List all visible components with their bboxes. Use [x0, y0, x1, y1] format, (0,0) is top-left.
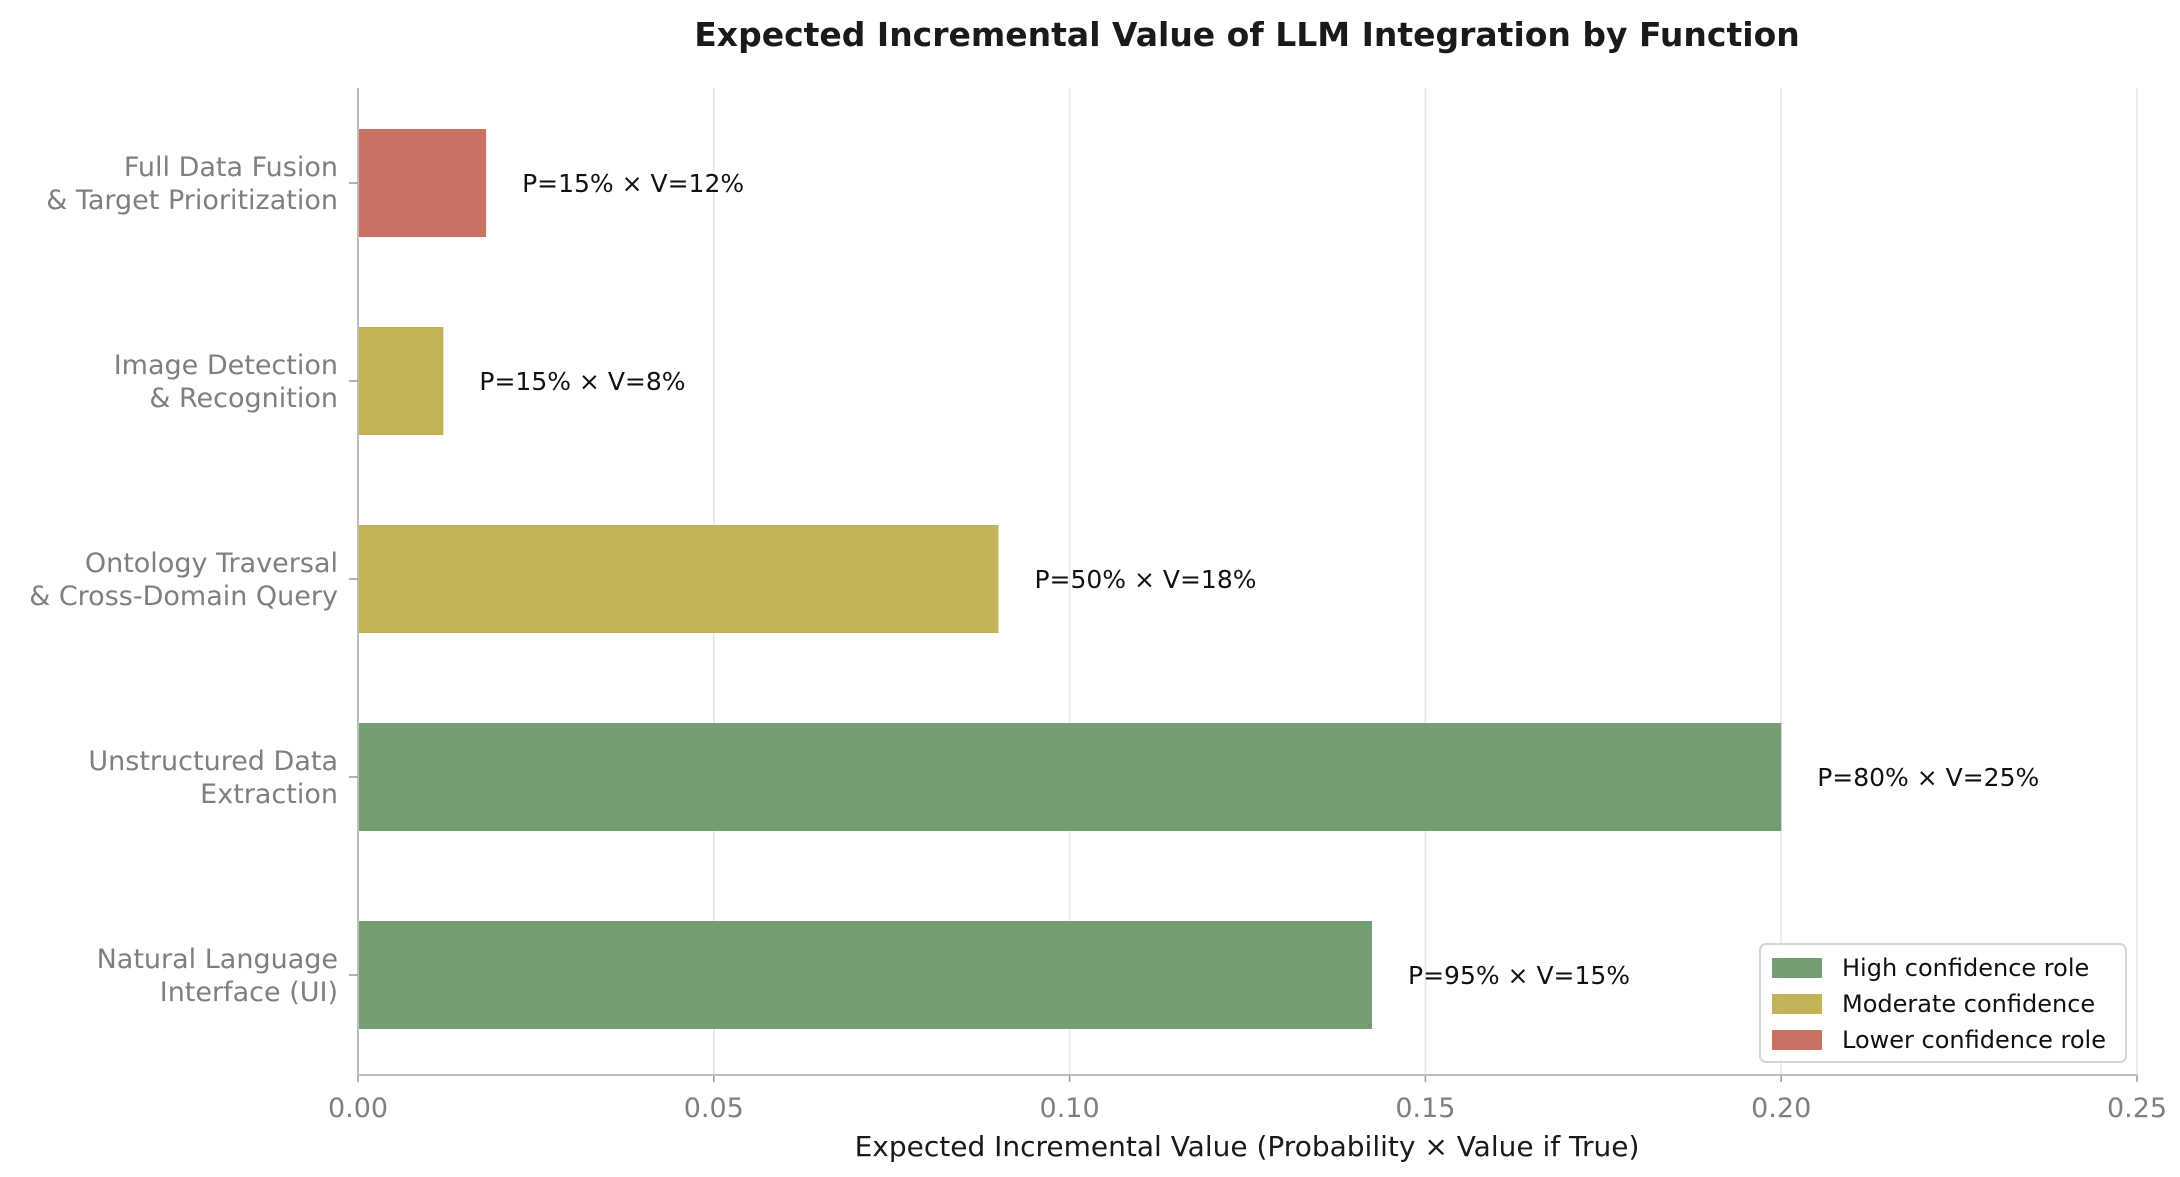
- x-tick-label: 0.00: [328, 1093, 388, 1124]
- legend-swatch: [1772, 958, 1822, 978]
- bars: [358, 129, 1782, 1029]
- data-label: P=80% × V=25%: [1817, 763, 2039, 792]
- legend-label: High confidence role: [1842, 954, 2089, 982]
- legend: High confidence role Moderate confidence L…: [1759, 943, 2127, 1063]
- data-label: P=95% × V=15%: [1408, 961, 1630, 990]
- legend-label: Lower confidence role: [1842, 1026, 2106, 1054]
- category-label: Ontology Traversal & Cross-Domain Query: [29, 548, 338, 612]
- category-label: Full Data Fusion & Target Prioritization: [46, 152, 338, 216]
- bar: [358, 921, 1373, 1029]
- legend-swatch: [1772, 1030, 1822, 1050]
- data-label: P=15% × V=12%: [522, 169, 744, 198]
- chart-title: Expected Incremental Value of LLM Integr…: [694, 15, 1799, 54]
- category-label: Image Detection & Recognition: [114, 350, 338, 414]
- category-label: Unstructured Data Extraction: [88, 746, 338, 810]
- legend-label: Moderate confidence: [1842, 990, 2095, 1018]
- x-axis-title: Expected Incremental Value (Probability …: [855, 1130, 1640, 1163]
- category-label: Natural Language Interface (UI): [97, 944, 338, 1008]
- legend-swatch: [1772, 994, 1822, 1014]
- x-tick-label: 0.20: [1751, 1093, 1811, 1124]
- data-label: P=15% × V=8%: [479, 367, 685, 396]
- bar: [358, 525, 999, 633]
- data-label: P=50% × V=18%: [1034, 565, 1256, 594]
- x-tick-label: 0.25: [2107, 1093, 2167, 1124]
- bar: [358, 723, 1782, 831]
- legend-box: [1759, 943, 2127, 1063]
- bar: [358, 129, 487, 237]
- bar: [358, 327, 444, 435]
- grid-lines: [713, 88, 2138, 1075]
- axes: 0.00 0.05 0.10 0.15 0.20 0.25: [328, 88, 2167, 1124]
- x-tick-label: 0.10: [1040, 1093, 1100, 1124]
- labels: Natural Language Interface (UI) P=95% × V=…: [29, 152, 2039, 1008]
- x-tick-label: 0.05: [684, 1093, 744, 1124]
- x-tick-label: 0.15: [1395, 1093, 1455, 1124]
